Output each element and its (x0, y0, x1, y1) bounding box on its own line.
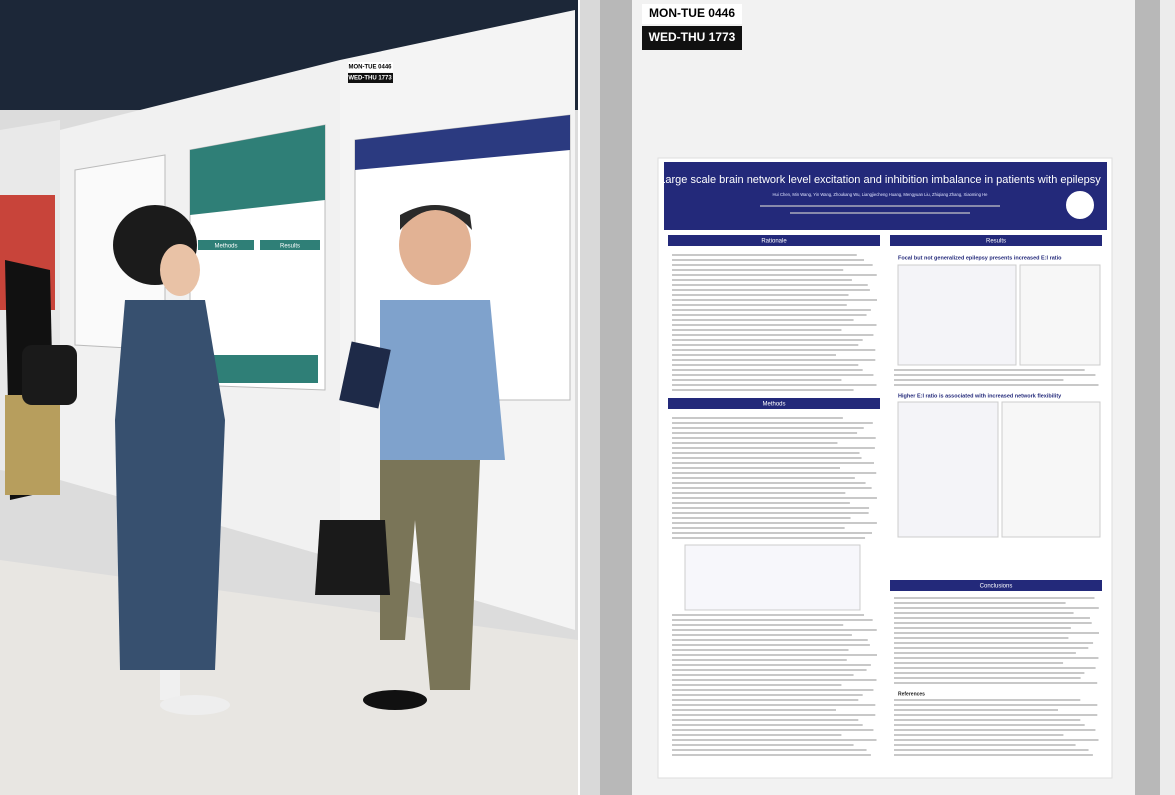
woman-denim-dress (115, 300, 225, 670)
booth-label (642, 4, 742, 24)
man-hair (400, 205, 472, 230)
next-board (1160, 0, 1175, 795)
woman-sock (160, 670, 180, 700)
man-shoe (363, 690, 427, 710)
section-header (890, 235, 1102, 246)
board-frame-right (1135, 0, 1160, 795)
green-section: Introduction (232, 219, 269, 226)
methods-figure (684, 544, 861, 611)
epilepsy-poster-header (355, 115, 570, 170)
man-face (399, 205, 471, 285)
scatter-figure (897, 401, 999, 538)
woman-face (160, 244, 200, 296)
booth-label (348, 73, 393, 83)
man-shirt (380, 300, 505, 460)
brain-renderings (1001, 401, 1101, 538)
board-frame-left (600, 0, 632, 795)
booth-label-text: MON-TUE 0446 (649, 6, 735, 20)
results-heading: Focal but not generalized epilepsy prese… (898, 255, 1062, 261)
green-section-box (198, 240, 254, 250)
body-text (672, 254, 1099, 756)
section-title: Methods (762, 402, 785, 408)
section-title: Rationale (761, 239, 787, 245)
backpack (315, 520, 390, 595)
booth-label (348, 62, 393, 72)
brochure (339, 341, 391, 409)
poster-header (664, 162, 1107, 230)
references-heading: References (898, 691, 925, 697)
bystander-bag (22, 345, 77, 405)
man-trousers (380, 460, 480, 690)
booth-label (642, 26, 742, 50)
bystander-trousers (5, 395, 60, 495)
left-photo: Introduction Methods Results MON-TUE 044… (0, 0, 578, 795)
booth-label-text: WED-THU 1773 (348, 76, 392, 82)
green-section: Methods (214, 244, 237, 250)
results-heading: Higher E:I ratio is associated with incr… (898, 393, 1062, 399)
poster-authors: Hui Chen, Min Wang, Yin Wang, Zhoukang W… (773, 192, 989, 197)
section-header (668, 398, 880, 409)
university-logo (1064, 189, 1096, 221)
booth-label-text: MON-TUE 0446 (348, 65, 392, 71)
green-section: Results (280, 244, 300, 250)
right-photo: MON-TUE 0446 WED-THU 1773 Large scale br… (580, 0, 1175, 795)
section-header (890, 580, 1102, 591)
section-header (668, 235, 880, 246)
booth-label-text: WED-THU 1773 (649, 30, 736, 44)
poster-title: Large scale brain network level excitati… (659, 174, 1101, 186)
woman-shoe (160, 695, 230, 715)
green-poster-header (190, 125, 325, 215)
section-title: Results (986, 239, 1006, 245)
divider (578, 0, 580, 795)
brain-renderings (1019, 264, 1101, 366)
results-figure (897, 264, 1017, 366)
green-section-box (260, 240, 320, 250)
section-title: Conclusions (980, 584, 1013, 590)
